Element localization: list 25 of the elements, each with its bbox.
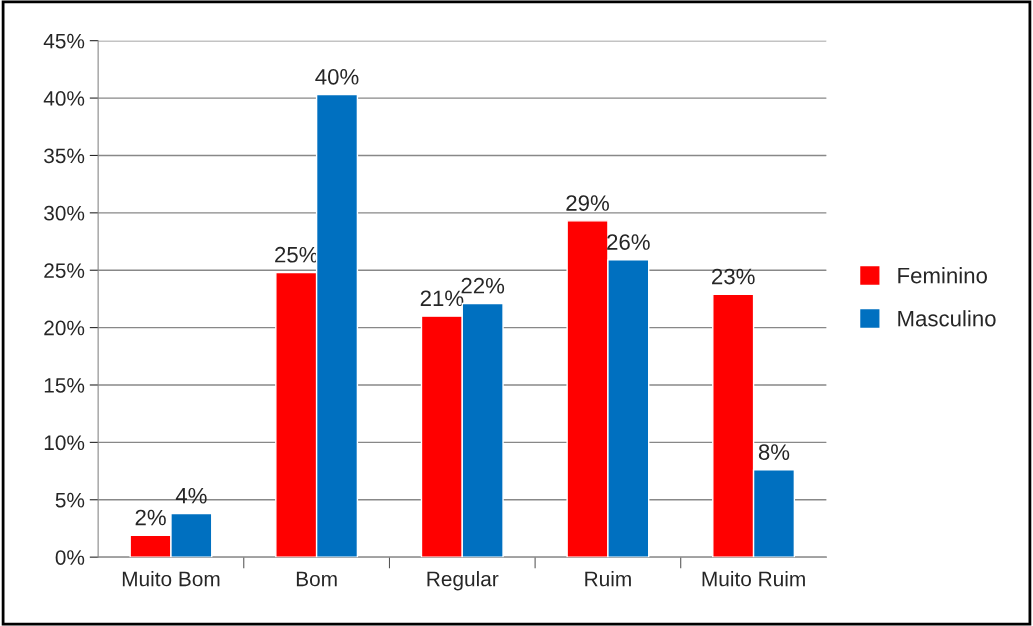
y-tick-label: 25%: [44, 263, 85, 278]
data-label: 25%: [275, 246, 318, 263]
data-label: 40%: [315, 68, 359, 85]
y-tick-label: 35%: [44, 148, 85, 164]
data-label: 8%: [758, 444, 790, 460]
y-tick-label: 40%: [43, 91, 85, 106]
y-tick-label: 20%: [44, 320, 85, 336]
y-tick-label: 45%: [43, 33, 85, 49]
x-tick-label: Muito Ruim: [702, 571, 805, 587]
legend-label: Masculino: [898, 310, 996, 327]
y-tick-label: 5%: [55, 492, 85, 508]
x-tick-label: Bom: [296, 571, 337, 587]
data-label: 23%: [712, 268, 755, 285]
x-tick-label: Regular: [427, 571, 499, 591]
data-label: 4%: [175, 487, 207, 504]
y-tick-label: 30%: [44, 205, 85, 221]
data-label: 2%: [135, 509, 166, 526]
y-tick-label: 0%: [55, 550, 85, 565]
data-label: 26%: [607, 234, 650, 250]
y-tick-label: 10%: [44, 435, 85, 451]
x-tick-label: Ruim: [585, 571, 631, 587]
data-label: 29%: [566, 195, 609, 211]
legend-label: Feminino: [898, 267, 987, 284]
x-tick-label: Muito Bom: [122, 571, 220, 587]
y-tick-label: 15%: [44, 378, 85, 393]
